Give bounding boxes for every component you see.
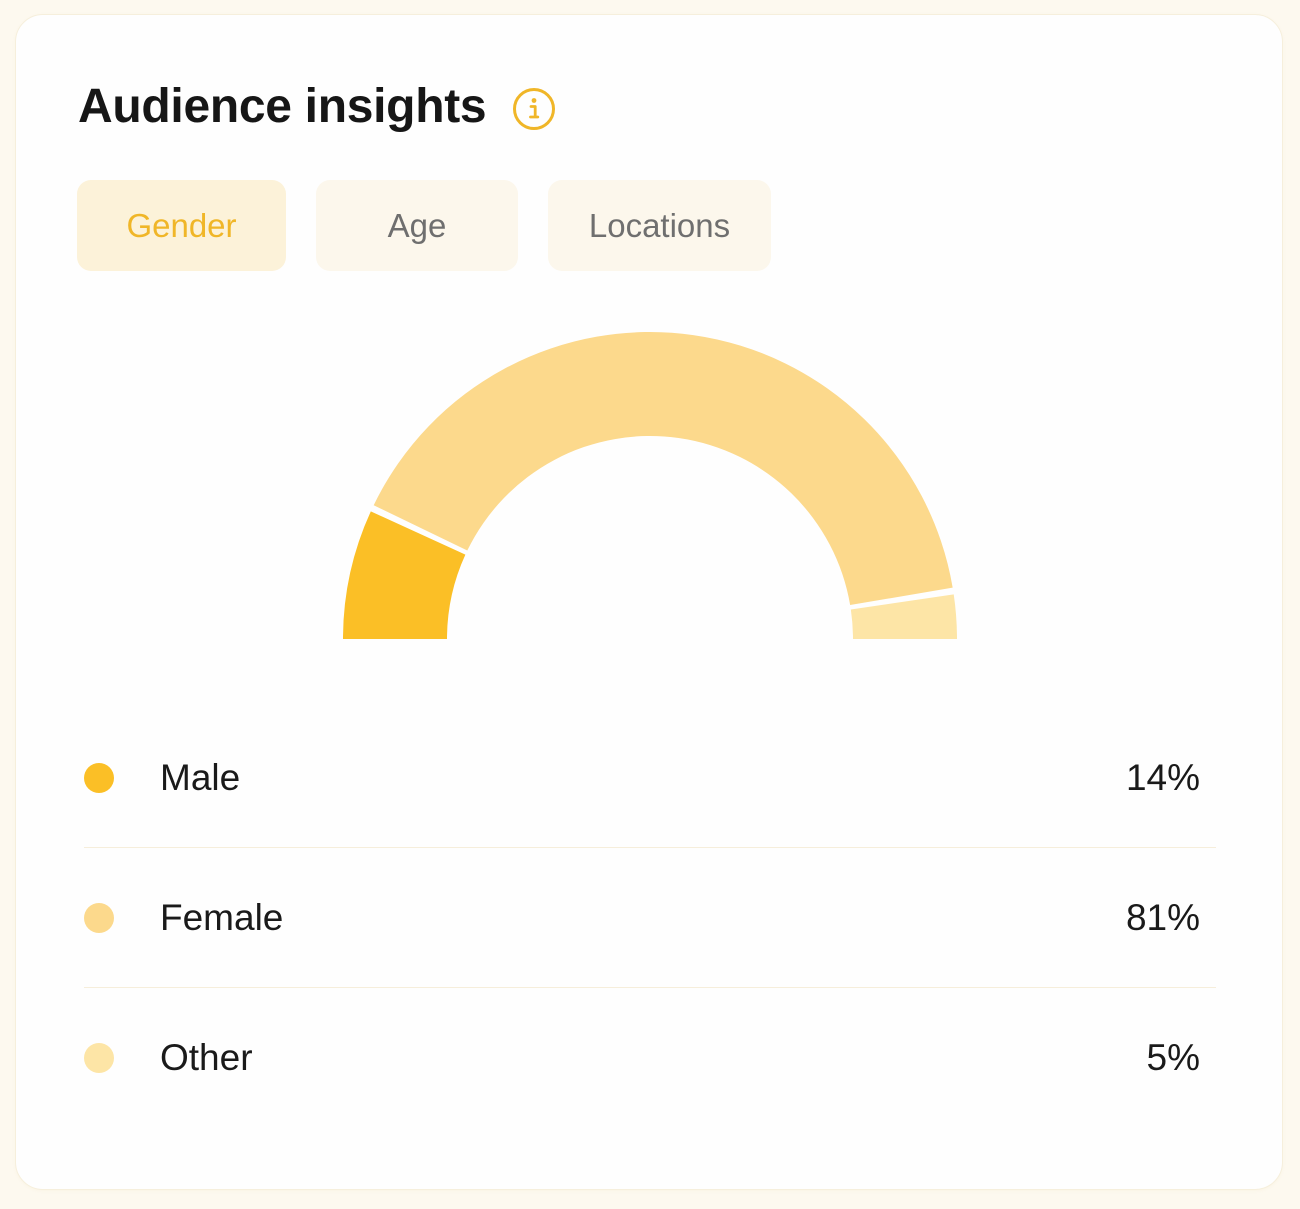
male-dot: [84, 763, 114, 793]
tab-bar: Gender Age Locations: [77, 180, 801, 271]
gender-legend: Male 14% Female 81% Other 5%: [84, 708, 1216, 1128]
legend-row-male: Male 14%: [84, 708, 1216, 848]
legend-value-female: 81%: [1125, 897, 1200, 938]
audience-insights-card: Audience insights Gender Age Locations M…: [15, 14, 1283, 1190]
chart-segment-male[interactable]: [343, 511, 466, 639]
chart-segment-other[interactable]: [850, 594, 957, 639]
legend-label-other: Other: [160, 1037, 253, 1078]
legend-value-other: 5%: [1146, 1037, 1200, 1078]
female-dot: [84, 903, 114, 933]
card-header: Audience insights: [78, 77, 556, 137]
tab-locations[interactable]: Locations: [548, 180, 771, 271]
half-donut-chart: [343, 332, 957, 639]
legend-row-female: Female 81%: [84, 848, 1216, 988]
legend-value-male: 14%: [1125, 757, 1200, 798]
tab-gender[interactable]: Gender: [77, 180, 286, 271]
tab-age[interactable]: Age: [316, 180, 518, 271]
card-title: Audience insights: [78, 80, 487, 133]
legend-label-male: Male: [160, 757, 241, 798]
chart-segment-female[interactable]: [373, 332, 953, 606]
info-icon[interactable]: [512, 87, 556, 131]
legend-row-other: Other 5%: [84, 988, 1216, 1128]
other-dot: [84, 1043, 114, 1073]
legend-label-female: Female: [160, 897, 284, 938]
gender-chart: [16, 15, 1284, 715]
